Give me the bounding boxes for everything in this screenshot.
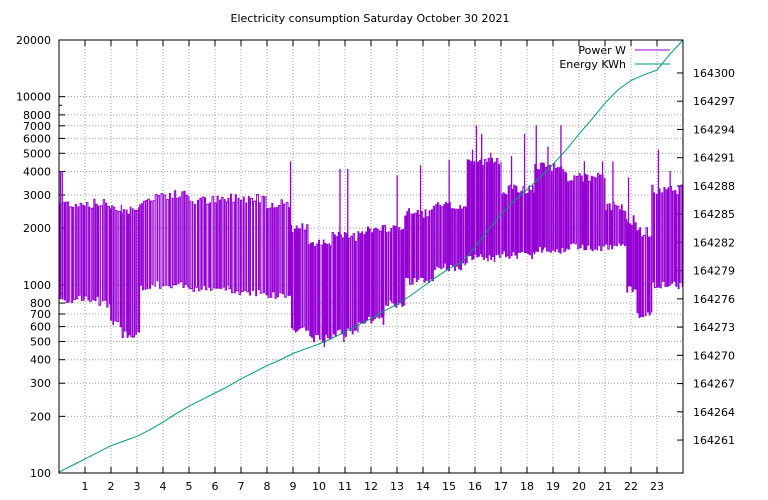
left-tick-label: 5000 <box>23 147 51 160</box>
legend-label-energy: Energy KWh <box>559 58 626 71</box>
left-tick-label: 7000 <box>23 120 51 133</box>
right-tick-label: 164291 <box>693 152 735 165</box>
right-tick-label: 164264 <box>693 406 735 419</box>
right-tick-label: 164276 <box>693 293 735 306</box>
plot-area <box>58 39 684 473</box>
x-tick-label: 1 <box>82 480 89 493</box>
x-tick-label: 16 <box>468 480 482 493</box>
x-tick-label: 4 <box>160 480 167 493</box>
x-tick-label: 7 <box>238 480 245 493</box>
right-axis: 164261 164264 164267 164270 164273 164276 1642… <box>677 67 735 447</box>
right-tick-label: 164294 <box>693 123 735 136</box>
left-tick-label: 8000 <box>23 109 51 122</box>
x-tick-label: 6 <box>212 480 219 493</box>
right-tick-label: 164282 <box>693 236 735 249</box>
right-tick-label: 164261 <box>693 434 735 447</box>
x-tick-label: 5 <box>186 480 193 493</box>
power-series-line <box>59 125 683 347</box>
x-tick-label: 15 <box>442 480 456 493</box>
right-tick-label: 164288 <box>693 180 735 193</box>
left-tick-label: 2000 <box>23 222 51 235</box>
x-tick-label: 8 <box>264 480 271 493</box>
left-tick-label: 6000 <box>23 132 51 145</box>
left-tick-label: 500 <box>30 335 51 348</box>
left-tick-label: 300 <box>30 377 51 390</box>
legend: Power W Energy KWh <box>559 44 670 71</box>
chart-title: Electricity consumption Saturday October… <box>231 12 510 25</box>
power-series <box>59 125 683 347</box>
x-tick-label: 23 <box>650 480 664 493</box>
x-tick-label: 20 <box>572 480 586 493</box>
left-tick-label: 800 <box>30 297 51 310</box>
x-tick-label: 3 <box>134 480 141 493</box>
energy-series-line <box>58 39 684 473</box>
right-tick-label: 164279 <box>693 265 735 278</box>
right-tick-label: 164273 <box>693 321 735 334</box>
plot-frame <box>58 39 684 474</box>
x-tick-label: 22 <box>624 480 638 493</box>
left-tick-label: 700 <box>30 308 51 321</box>
x-tick-label: 21 <box>598 480 612 493</box>
x-tick-label: 10 <box>312 480 326 493</box>
right-tick-label: 164297 <box>693 95 735 108</box>
left-tick-label: 1000 <box>23 279 51 292</box>
right-tick-label: 164300 <box>693 67 735 80</box>
left-tick-label: 600 <box>30 321 51 334</box>
x-tick-label: 17 <box>494 480 508 493</box>
x-tick-label: 14 <box>416 480 430 493</box>
x-tick-label: 12 <box>364 480 378 493</box>
right-tick-label: 164267 <box>693 378 735 391</box>
x-axis: 1 2 3 4 5 6 7 8 9 10 11 12 13 14 15 16 17 18 19 20 21 22 23 <box>82 40 664 493</box>
right-tick-label: 164270 <box>693 349 735 362</box>
left-tick-label: 3000 <box>23 189 51 202</box>
energy-series <box>58 39 684 473</box>
left-tick-label: 4000 <box>23 166 51 179</box>
right-tick-label: 164285 <box>693 208 735 221</box>
x-tick-label: 11 <box>338 480 352 493</box>
left-tick-label: 20000 <box>16 34 51 47</box>
x-tick-label: 2 <box>108 480 115 493</box>
x-tick-label: 9 <box>290 480 297 493</box>
x-tick-label: 19 <box>546 480 560 493</box>
x-tick-label: 13 <box>390 480 404 493</box>
left-tick-label: 400 <box>30 354 51 367</box>
legend-label-power: Power W <box>578 44 626 57</box>
x-tick-label: 18 <box>520 480 534 493</box>
left-tick-label: 10000 <box>16 91 51 104</box>
left-tick-label: 200 <box>30 410 51 423</box>
left-tick-label: 100 <box>30 467 51 480</box>
